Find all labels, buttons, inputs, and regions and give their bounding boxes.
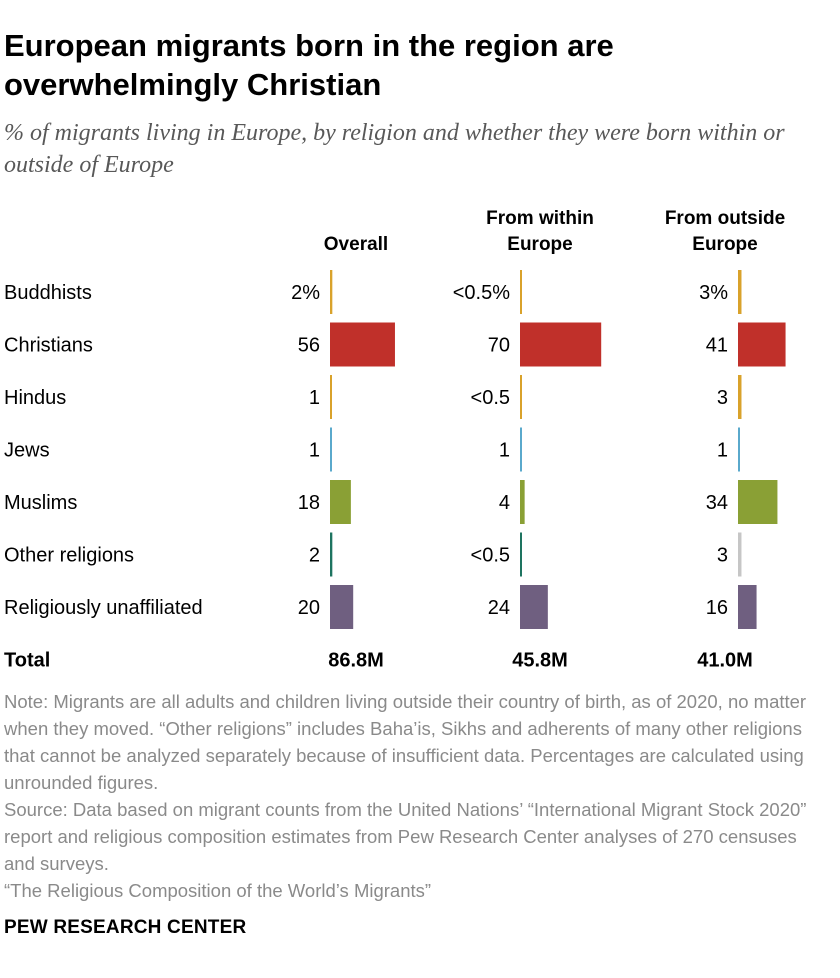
bar-chart: Overall From within Europe From outside Euro… [4,208,786,672]
value-label: <0.5% [453,282,510,304]
total-value: 86.8M [328,650,384,672]
bar [738,427,740,472]
chart-notes: Note: Migrants are all adults and childr… [4,688,824,904]
chart-subtitle: % of migrants living in Europe, by relig… [4,120,785,178]
category-label: Hindus [4,387,66,409]
bar [738,270,742,314]
brand-logo-text: PEW RESEARCH CENTER [4,917,247,938]
value-label: 2% [291,282,320,304]
total-label: Total [4,650,50,672]
value-label: 20 [298,597,320,619]
value-label: <0.5 [471,387,510,409]
bar [330,427,332,472]
value-label: 41 [706,335,728,357]
bar [738,375,742,419]
bar [738,322,786,367]
category-label: Religiously unaffiliated [4,597,203,619]
column-header: From within [486,208,594,229]
value-label: 3% [699,282,728,304]
bar [330,585,354,629]
column-header: Europe [692,234,757,255]
value-label: 4 [499,492,510,514]
value-label: 3 [717,387,728,409]
category-label: Muslims [4,492,77,514]
value-label: 3 [717,545,728,567]
column-header: Overall [324,234,388,255]
bar [738,532,742,577]
value-label: 2 [309,545,320,567]
bar [330,375,332,419]
category-label: Jews [4,440,50,462]
bar [520,532,522,577]
source-text: Source: Data based on migrant counts fro… [4,799,807,874]
bar [520,585,548,629]
bar [520,480,525,524]
value-label: 56 [298,335,320,357]
category-label: Buddhists [4,282,92,304]
bar [330,322,395,367]
report-title: “The Religious Composition of the World’… [4,880,432,901]
value-label: <0.5 [471,545,510,567]
column-header: From outside [665,208,785,229]
value-label: 18 [298,492,320,514]
column-header: Europe [507,234,572,255]
bar [520,270,522,314]
value-label: 1 [717,440,728,462]
total-value: 41.0M [697,650,753,672]
bar [330,532,333,577]
value-label: 1 [309,387,320,409]
value-label: 1 [499,440,510,462]
total-value: 45.8M [512,650,568,672]
bar [520,375,522,419]
bar [520,427,522,472]
bar [330,480,351,524]
category-label: Christians [4,335,93,357]
value-label: 1 [309,440,320,462]
note-text: Note: Migrants are all adults and childr… [4,691,807,793]
category-label: Other religions [4,545,134,567]
value-label: 24 [488,597,510,619]
bar [330,270,333,314]
bar [520,322,602,367]
value-label: 34 [706,492,728,514]
chart-title: European migrants born in the region are… [4,28,614,102]
value-label: 70 [488,335,510,357]
bar [738,585,757,629]
value-label: 16 [706,597,728,619]
bar [738,480,778,524]
